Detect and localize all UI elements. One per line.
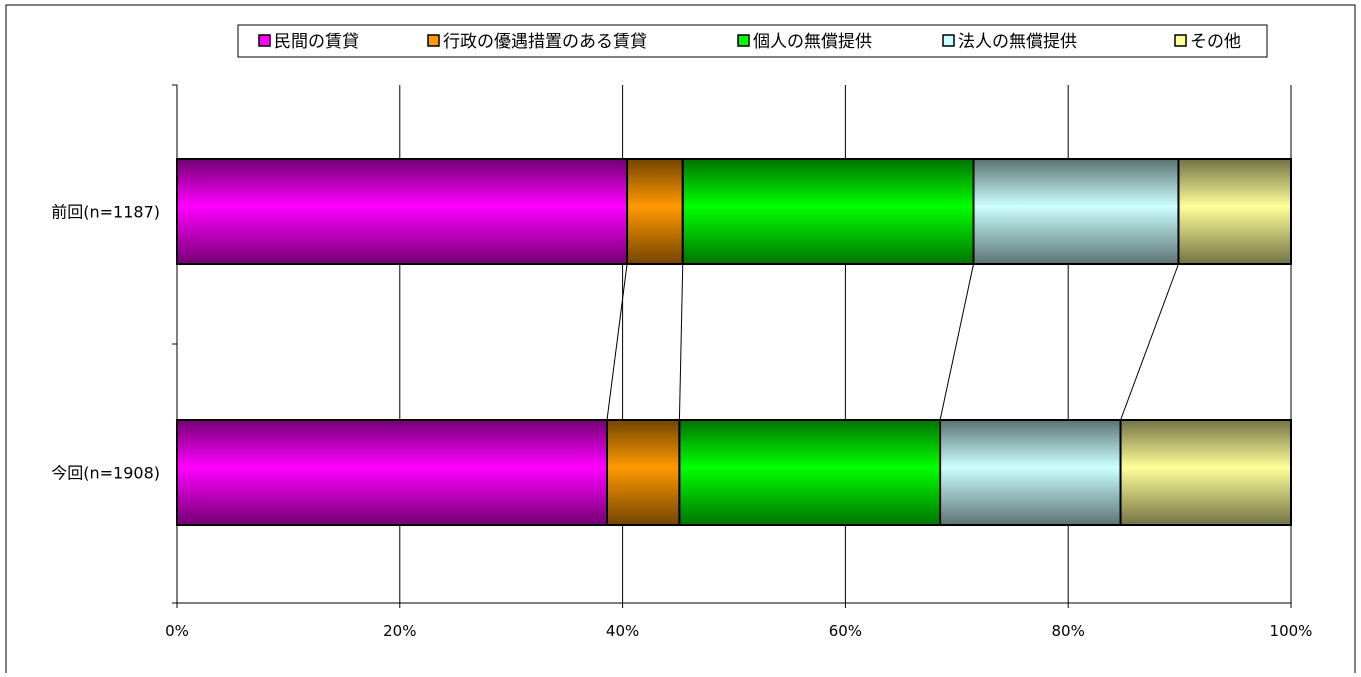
bar-segment-3-current [678,419,942,526]
legend-swatch [737,34,750,47]
x-tick-label: 40% [606,622,639,640]
bar-segment-1-previous [176,158,629,265]
legend-label: 法人の無償提供 [958,32,1077,52]
bar-segment-4-current [939,419,1122,526]
category-label: 前回(n=1187) [51,203,160,222]
series-line [1120,263,1179,421]
legend-label: その他 [1190,32,1241,52]
category-label: 今回(n=1908) [51,464,160,483]
bar-segment-1-current [176,419,609,526]
legend-label: 行政の優遇措置のある賃貸 [443,32,647,52]
bar-segment-2-previous [626,158,684,265]
legend-label: 個人の無償提供 [753,32,872,52]
x-tick-label: 0% [165,622,189,640]
legend-swatch [1174,34,1187,47]
bar-segment-2-current [606,419,681,526]
x-tick-label: 20% [383,622,416,640]
bar-segment-5-previous [1177,158,1292,265]
legend-swatch [942,34,955,47]
plot-area: 0% 20% 40% 60% 80% 100% 前回(n=1187) 今回(n=1908) [51,84,1313,640]
x-tick-label: 100% [1270,622,1313,640]
legend-box [237,24,1268,58]
series-line [678,263,684,421]
legend-swatch [427,34,440,47]
legend: 民間の賃貸 行政の優遇措置のある賃貸 個人の無償提供 法人の無償提供 その他 [237,24,1268,58]
bar-segment-5-current [1119,419,1292,526]
x-tick-label: 80% [1052,622,1085,640]
legend-label: 民間の賃貸 [274,32,359,52]
bar-segment-3-previous [681,158,975,265]
series-line [939,263,974,421]
bar-segment-4-previous [972,158,1180,265]
series-line [606,263,628,421]
x-tick-label: 60% [829,622,862,640]
legend-swatch [258,34,271,47]
